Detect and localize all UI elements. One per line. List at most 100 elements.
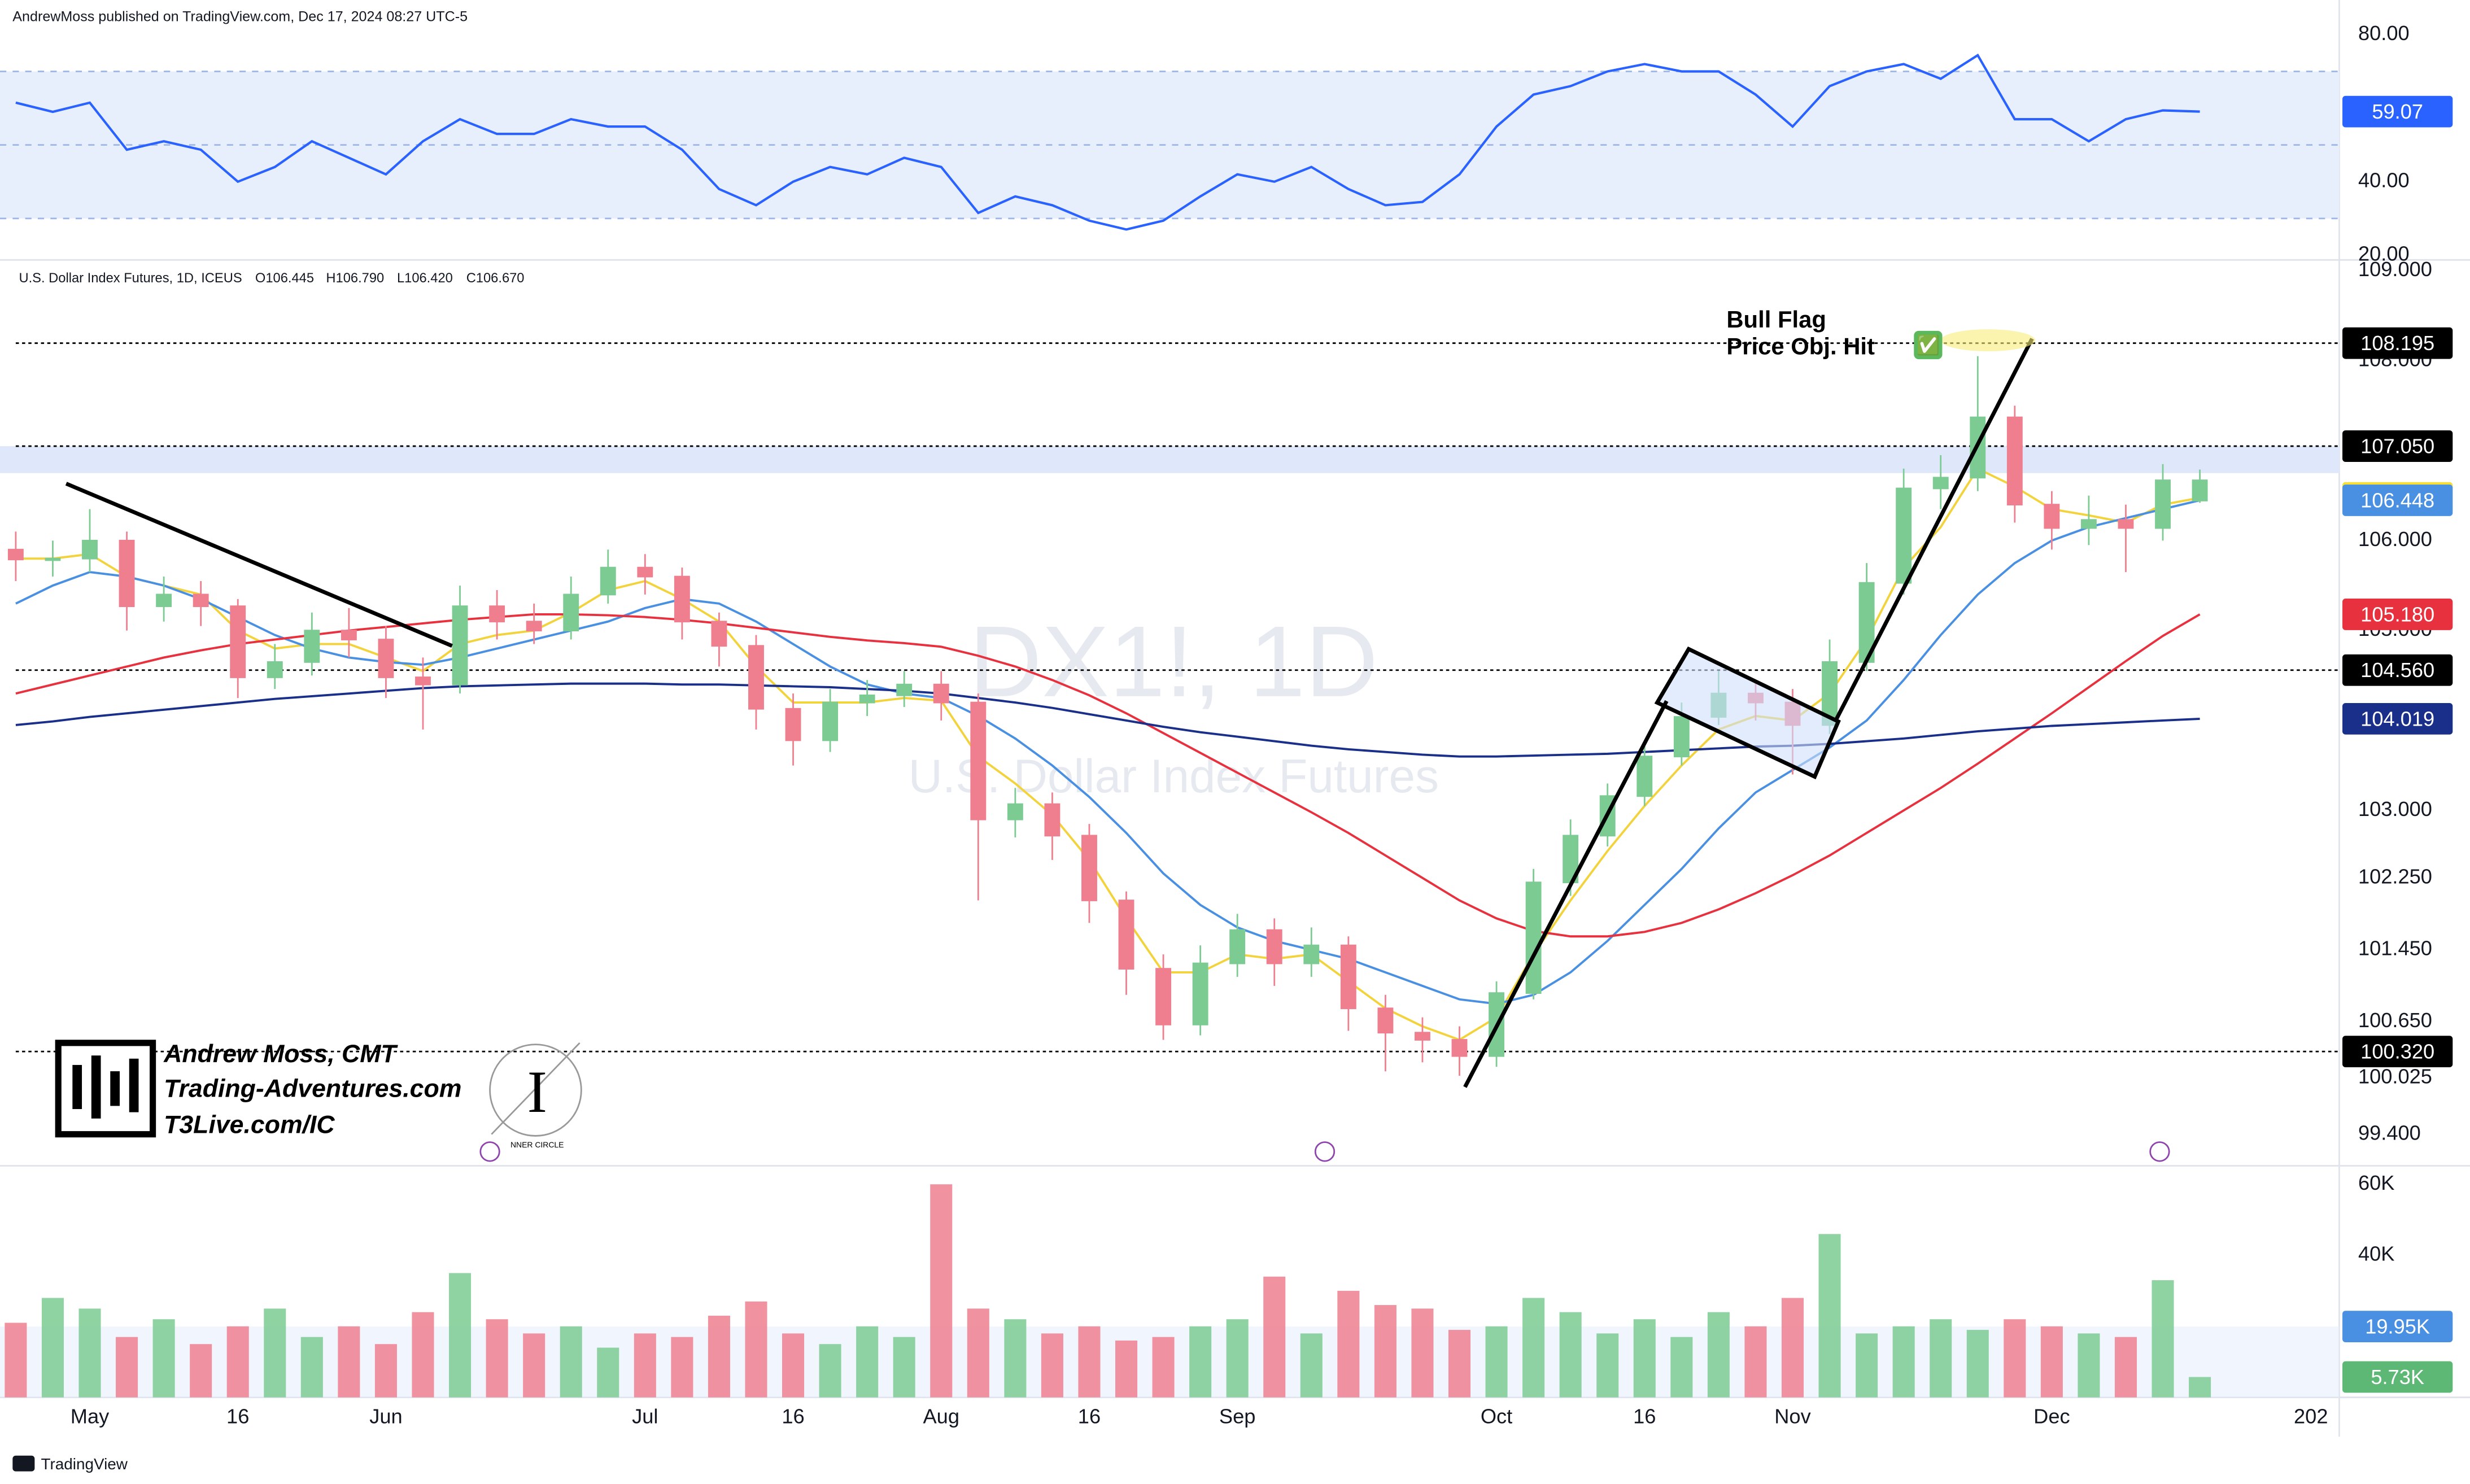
price-tag xyxy=(2342,485,2453,516)
ohlc-close: C106.670 xyxy=(466,271,525,286)
candle-body xyxy=(2192,479,2208,501)
volume-bar xyxy=(374,1344,397,1398)
price-tag-label: 19.95K xyxy=(2365,1315,2430,1338)
volume-bar xyxy=(560,1326,582,1398)
volume-bar xyxy=(2114,1337,2137,1398)
x-tick-label: 16 xyxy=(1633,1404,1656,1428)
candle-body xyxy=(119,539,135,608)
footer-logo xyxy=(12,1455,35,1472)
price-tag-label: 108.195 xyxy=(2360,331,2434,355)
volume-bar xyxy=(449,1273,472,1398)
volume-bar xyxy=(1892,1326,1915,1398)
brand-link: T3Live.com/IC xyxy=(164,1111,335,1139)
candle-body xyxy=(489,605,505,623)
candle-body xyxy=(2080,519,2097,529)
candle-body xyxy=(82,539,98,560)
x-tick-label: 16 xyxy=(226,1404,249,1428)
volume-bar xyxy=(597,1347,619,1398)
inner-circle-text: NNER CIRCLE xyxy=(510,1140,564,1149)
volume-bar xyxy=(152,1319,175,1398)
y-tick-label: 100.650 xyxy=(2358,1009,2432,1032)
volume-bar xyxy=(412,1312,434,1398)
ohlc-low: L106.420 xyxy=(397,271,453,286)
y-tick-label: 40.00 xyxy=(2358,168,2410,191)
volume-bar xyxy=(1966,1330,1989,1398)
y-tick-label: 60K xyxy=(2358,1171,2394,1194)
volume-bar xyxy=(819,1344,841,1398)
candle-body xyxy=(674,575,690,623)
price-tag-label: 100.320 xyxy=(2360,1040,2434,1063)
symbol-legend: U.S. Dollar Index Futures, 1D, ICEUS xyxy=(19,271,242,286)
candle-body xyxy=(378,639,394,678)
volume-bar xyxy=(1522,1298,1545,1398)
volume-bar xyxy=(1004,1319,1027,1398)
x-tick-label: Sep xyxy=(1219,1404,1255,1428)
rsi-line xyxy=(15,53,2200,231)
volume-bar xyxy=(1930,1319,1952,1398)
watermark-subtitle: U.S. Dollar Index Futures xyxy=(908,749,1438,802)
candle-body xyxy=(785,708,801,741)
candle-body xyxy=(1081,835,1097,901)
y-tick-label: 100.025 xyxy=(2358,1065,2432,1088)
price-tag xyxy=(2342,327,2453,359)
price-tag xyxy=(2342,599,2453,630)
candle-body xyxy=(748,645,764,710)
logo-candle xyxy=(129,1058,139,1112)
volume-bar xyxy=(1485,1326,1508,1398)
candle-body xyxy=(1229,929,1246,964)
logo-candle xyxy=(91,1055,101,1119)
candle-body xyxy=(1303,944,1320,964)
price-tag xyxy=(2342,1036,2453,1068)
price-tag-label: 104.560 xyxy=(2360,658,2434,682)
price-tag-label: 107.050 xyxy=(2360,434,2434,457)
candle-body xyxy=(1932,477,1949,490)
y-tick-label: 109.000 xyxy=(2358,257,2432,281)
y-tick-label: 40K xyxy=(2358,1242,2394,1265)
x-tick-label: Nov xyxy=(1774,1404,1810,1428)
x-tick-label: Jun xyxy=(369,1404,402,1428)
candle-body xyxy=(970,701,987,820)
check-mark: ✅ xyxy=(1917,334,1940,356)
price-tag xyxy=(2342,95,2453,128)
volume-bar xyxy=(486,1319,508,1398)
volume-bar xyxy=(1856,1333,1878,1398)
flag-channel xyxy=(1654,646,1841,780)
candle-body xyxy=(933,683,949,704)
volume-bar xyxy=(1374,1305,1397,1398)
candle-body xyxy=(1155,968,1172,1025)
volume-bar xyxy=(745,1301,767,1398)
price-tag-label: 59.07 xyxy=(2372,100,2423,123)
x-tick-label: Jul xyxy=(632,1404,658,1428)
candle-body xyxy=(156,593,172,608)
brand-site: Trading-Adventures.com xyxy=(164,1075,461,1102)
projection xyxy=(1833,338,2034,723)
publisher: AndrewMoss published on TradingView.com,… xyxy=(12,8,468,24)
candle-body xyxy=(822,701,839,741)
candle-body xyxy=(45,557,61,561)
annotation-subtitle: Price Obj. Hit xyxy=(1726,333,1875,360)
volume-bar xyxy=(5,1322,27,1398)
price-tag xyxy=(2342,1361,2453,1393)
candle-body xyxy=(341,630,357,640)
event-icon xyxy=(1314,1141,1336,1162)
trendline xyxy=(65,482,453,648)
volume-bar xyxy=(264,1308,286,1398)
ohlc-open: O106.445 xyxy=(255,271,314,286)
brand-name: Andrew Moss, CMT xyxy=(163,1040,398,1068)
candle-body xyxy=(2006,416,2023,506)
candle-body xyxy=(1415,1032,1430,1041)
candle-body xyxy=(711,621,727,647)
y-tick-label: 102.250 xyxy=(2358,865,2432,888)
volume-bar xyxy=(1670,1337,1693,1398)
x-tick-label: Aug xyxy=(923,1404,959,1428)
volume-bar xyxy=(2004,1319,2026,1398)
candle-body xyxy=(1340,944,1356,1010)
marks xyxy=(0,53,2340,1398)
volume-bar xyxy=(1300,1333,1323,1398)
footer-brand: TradingView xyxy=(41,1455,128,1473)
volume-bar xyxy=(1189,1326,1212,1398)
candle-body xyxy=(1266,929,1282,964)
candle-body xyxy=(304,630,320,663)
